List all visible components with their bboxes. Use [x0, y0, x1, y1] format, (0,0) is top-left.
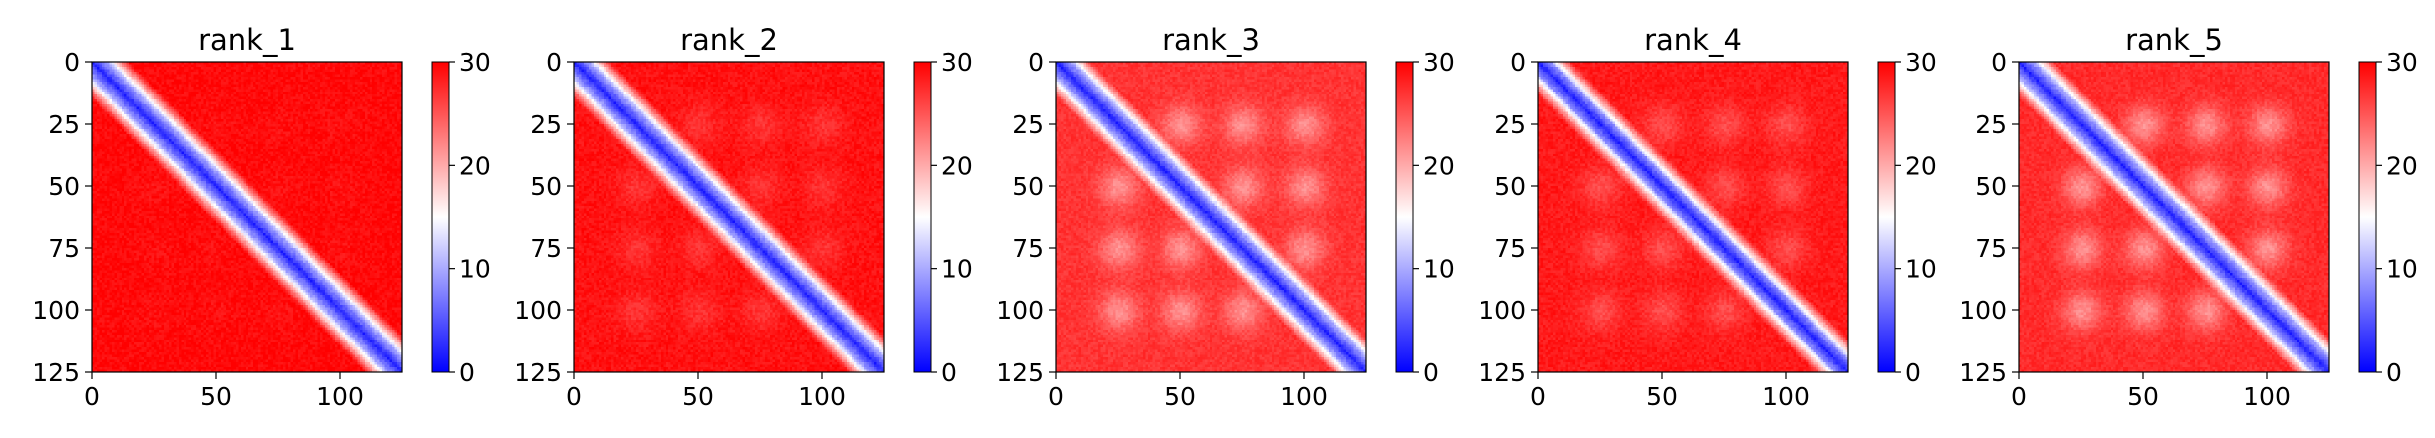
axes-frame — [1537, 61, 1849, 373]
panel-title: rank_3 — [1162, 23, 1260, 57]
y-tick-label: 0 — [1510, 48, 1526, 77]
y-tick-label: 50 — [530, 172, 562, 201]
y-tick-label: 0 — [64, 48, 80, 77]
y-tick-label: 0 — [546, 48, 562, 77]
colorbar — [1395, 61, 1414, 373]
colorbar-tick-label: 0 — [941, 358, 957, 387]
colorbar-tick-label: 0 — [459, 358, 475, 387]
y-tick-label: 75 — [1975, 234, 2007, 263]
colorbar — [913, 61, 932, 373]
y-tick-label: 125 — [32, 358, 80, 387]
y-tick-label: 75 — [530, 234, 562, 263]
y-tick-label: 100 — [514, 296, 562, 325]
colorbar-tick-label: 30 — [459, 48, 491, 77]
panel-title: rank_2 — [680, 23, 778, 57]
colorbar-tick-label: 10 — [1423, 255, 1455, 284]
y-tick-label: 50 — [1012, 172, 1044, 201]
x-tick-label: 100 — [798, 382, 846, 411]
y-tick-label: 25 — [1975, 110, 2007, 139]
x-tick-label: 0 — [84, 382, 100, 411]
y-tick-label: 100 — [32, 296, 80, 325]
colorbar-tick-label: 30 — [1905, 48, 1937, 77]
y-tick-label: 25 — [530, 110, 562, 139]
y-tick-label: 100 — [1478, 296, 1526, 325]
x-tick-label: 0 — [566, 382, 582, 411]
y-tick-label: 125 — [996, 358, 1044, 387]
x-tick-label: 0 — [2011, 382, 2027, 411]
colorbar-tick-label: 30 — [1423, 48, 1455, 77]
colorbar-tick-label: 0 — [1423, 358, 1439, 387]
x-tick-label: 0 — [1048, 382, 1064, 411]
y-tick-label: 100 — [1959, 296, 2007, 325]
x-tick-label: 50 — [1164, 382, 1196, 411]
y-tick-label: 125 — [514, 358, 562, 387]
y-tick-label: 50 — [48, 172, 80, 201]
colorbar — [1877, 61, 1896, 373]
heatmap-image — [574, 62, 884, 372]
panel-title: rank_4 — [1644, 23, 1742, 57]
colorbar-tick-label: 20 — [459, 151, 491, 180]
panel-title: rank_5 — [2125, 23, 2223, 57]
colorbar — [431, 61, 450, 373]
y-tick-label: 0 — [1028, 48, 1044, 77]
colorbar-tick-label: 10 — [1905, 255, 1937, 284]
y-tick-label: 50 — [1975, 172, 2007, 201]
x-tick-label: 100 — [1280, 382, 1328, 411]
colorbar-tick-label: 20 — [2386, 151, 2418, 180]
x-tick-label: 50 — [682, 382, 714, 411]
x-tick-label: 100 — [2243, 382, 2291, 411]
heatmap-image — [92, 62, 402, 372]
colorbar-tick-label: 10 — [941, 255, 973, 284]
y-tick-label: 100 — [996, 296, 1044, 325]
axes-frame — [91, 61, 403, 373]
panel-title: rank_1 — [198, 23, 296, 57]
y-tick-label: 75 — [1494, 234, 1526, 263]
axes-frame — [2018, 61, 2330, 373]
colorbar-tick-label: 30 — [941, 48, 973, 77]
colorbar-tick-label: 20 — [1423, 151, 1455, 180]
heatmap-image — [2019, 62, 2329, 372]
x-tick-label: 0 — [1530, 382, 1546, 411]
axes-frame — [1055, 61, 1367, 373]
colorbar-tick-label: 10 — [459, 255, 491, 284]
y-tick-label: 50 — [1494, 172, 1526, 201]
y-tick-label: 75 — [1012, 234, 1044, 263]
colorbar-tick-label: 0 — [1905, 358, 1921, 387]
heatmap-image — [1538, 62, 1848, 372]
y-tick-label: 125 — [1959, 358, 2007, 387]
y-tick-label: 25 — [48, 110, 80, 139]
colorbar-tick-label: 30 — [2386, 48, 2418, 77]
y-tick-label: 75 — [48, 234, 80, 263]
heatmap-image — [1056, 62, 1366, 372]
x-tick-label: 50 — [2127, 382, 2159, 411]
colorbar-tick-label: 0 — [2386, 358, 2402, 387]
y-tick-label: 25 — [1494, 110, 1526, 139]
x-tick-label: 100 — [316, 382, 364, 411]
axes-frame — [573, 61, 885, 373]
x-tick-label: 50 — [1646, 382, 1678, 411]
x-tick-label: 100 — [1762, 382, 1810, 411]
colorbar-tick-label: 20 — [941, 151, 973, 180]
colorbar-tick-label: 10 — [2386, 255, 2418, 284]
y-tick-label: 25 — [1012, 110, 1044, 139]
y-tick-label: 0 — [1991, 48, 2007, 77]
colorbar-tick-label: 20 — [1905, 151, 1937, 180]
y-tick-label: 125 — [1478, 358, 1526, 387]
x-tick-label: 50 — [200, 382, 232, 411]
colorbar — [2358, 61, 2377, 373]
